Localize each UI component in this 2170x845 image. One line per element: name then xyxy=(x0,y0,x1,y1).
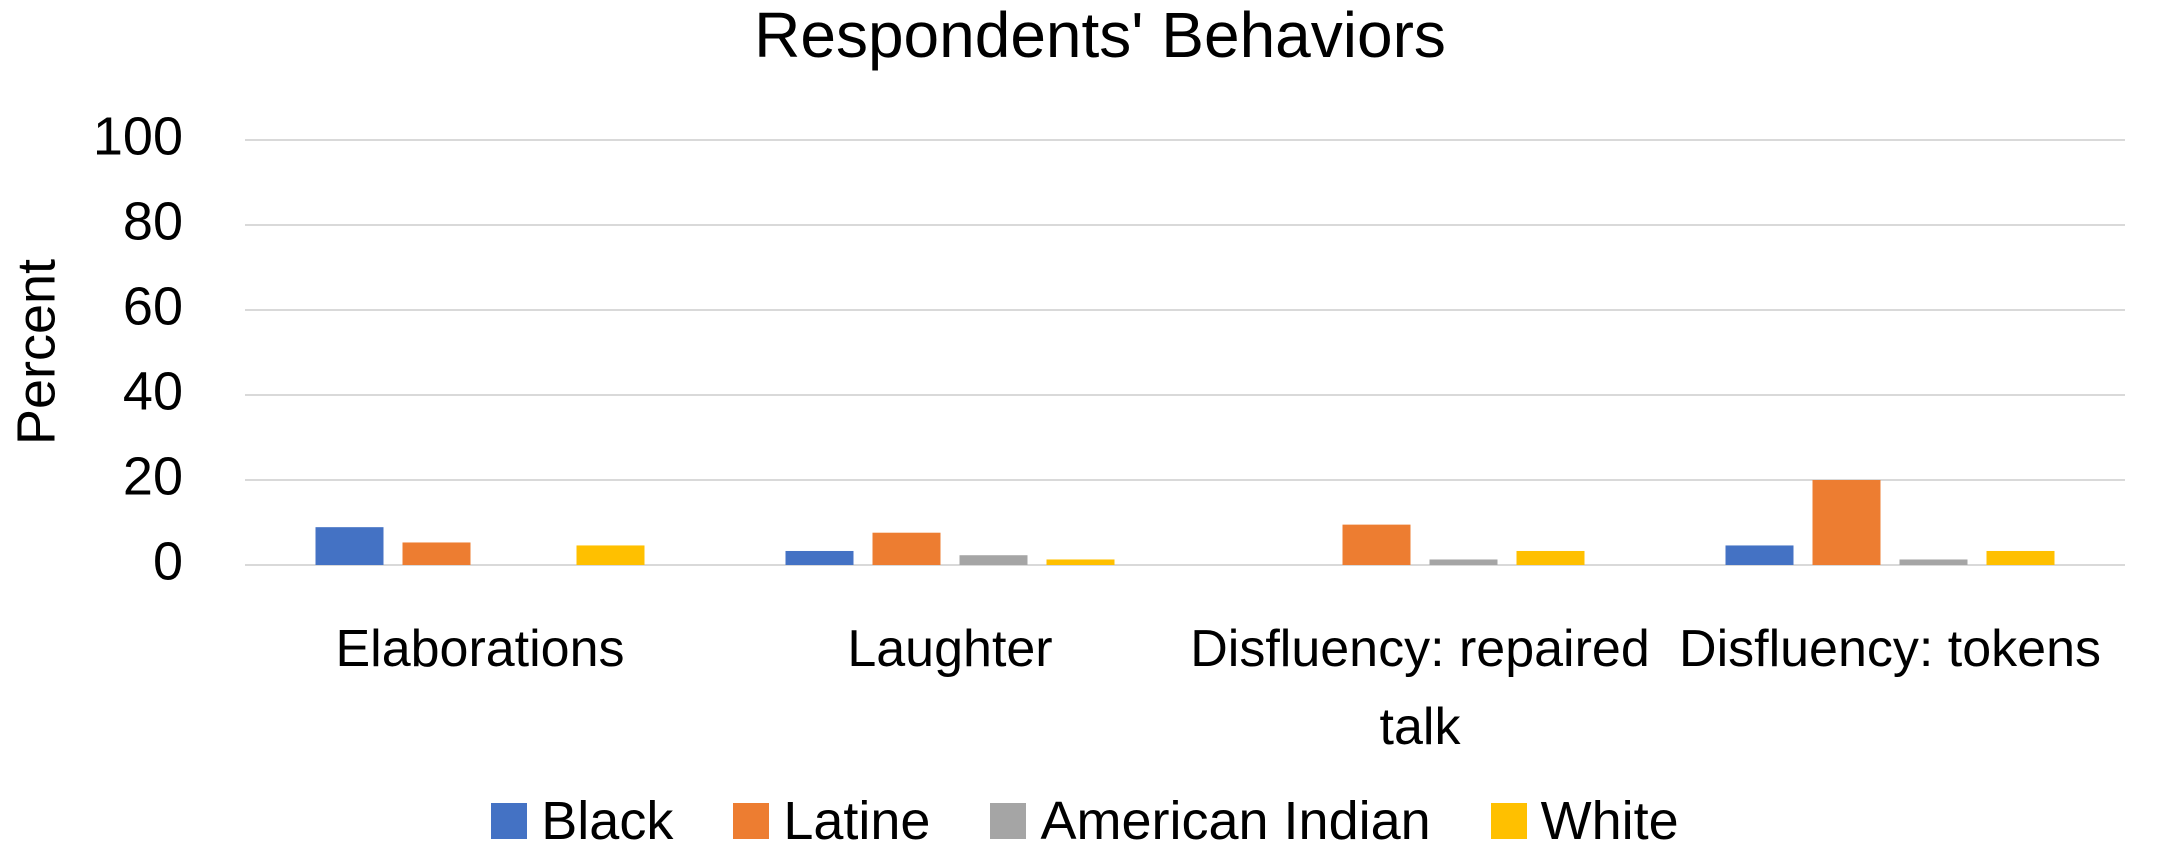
bar xyxy=(1725,545,1794,565)
legend-item: Latine xyxy=(733,790,930,845)
x-tick-label: Elaborations xyxy=(335,620,625,678)
legend-item: White xyxy=(1490,790,1679,845)
legend-label: Latine xyxy=(783,791,931,845)
bar xyxy=(1342,524,1411,565)
bar xyxy=(1046,559,1115,565)
y-tick-label: 40 xyxy=(123,361,183,421)
bar xyxy=(402,542,471,565)
bar xyxy=(576,545,645,565)
legend-swatch xyxy=(491,803,528,839)
legend-swatch xyxy=(1490,803,1527,839)
bar xyxy=(1986,550,2055,565)
legend-label: American Indian xyxy=(1040,791,1431,845)
bar xyxy=(315,527,384,565)
legend: Black Latine American Indian White xyxy=(0,790,2170,845)
y-tick-label: 60 xyxy=(123,276,183,336)
y-tick-label: 100 xyxy=(93,106,183,166)
x-tick-label: Disfluency: repaired talk xyxy=(1190,620,1650,756)
x-tick-label: Laughter xyxy=(847,620,1053,678)
bar xyxy=(959,555,1028,565)
legend-swatch xyxy=(990,803,1027,839)
bar xyxy=(1812,480,1881,565)
legend-label: White xyxy=(1540,791,1679,845)
legend-label: Black xyxy=(541,791,674,845)
y-tick-label: 80 xyxy=(123,191,183,251)
legend-item: Black xyxy=(491,790,673,845)
bar xyxy=(1516,550,1585,565)
chart-title: Respondents' Behaviors xyxy=(754,0,1446,71)
y-tick-label: 20 xyxy=(123,446,183,506)
bar xyxy=(1429,559,1498,565)
y-tick-label: 0 xyxy=(153,531,183,591)
legend-swatch xyxy=(733,803,770,839)
bar xyxy=(872,532,941,565)
legend-item: American Indian xyxy=(990,790,1431,845)
bar xyxy=(785,550,854,565)
x-tick-label: Disfluency: tokens xyxy=(1679,620,2101,678)
bar xyxy=(1899,559,1968,565)
y-axis-label: Percent xyxy=(6,259,66,445)
